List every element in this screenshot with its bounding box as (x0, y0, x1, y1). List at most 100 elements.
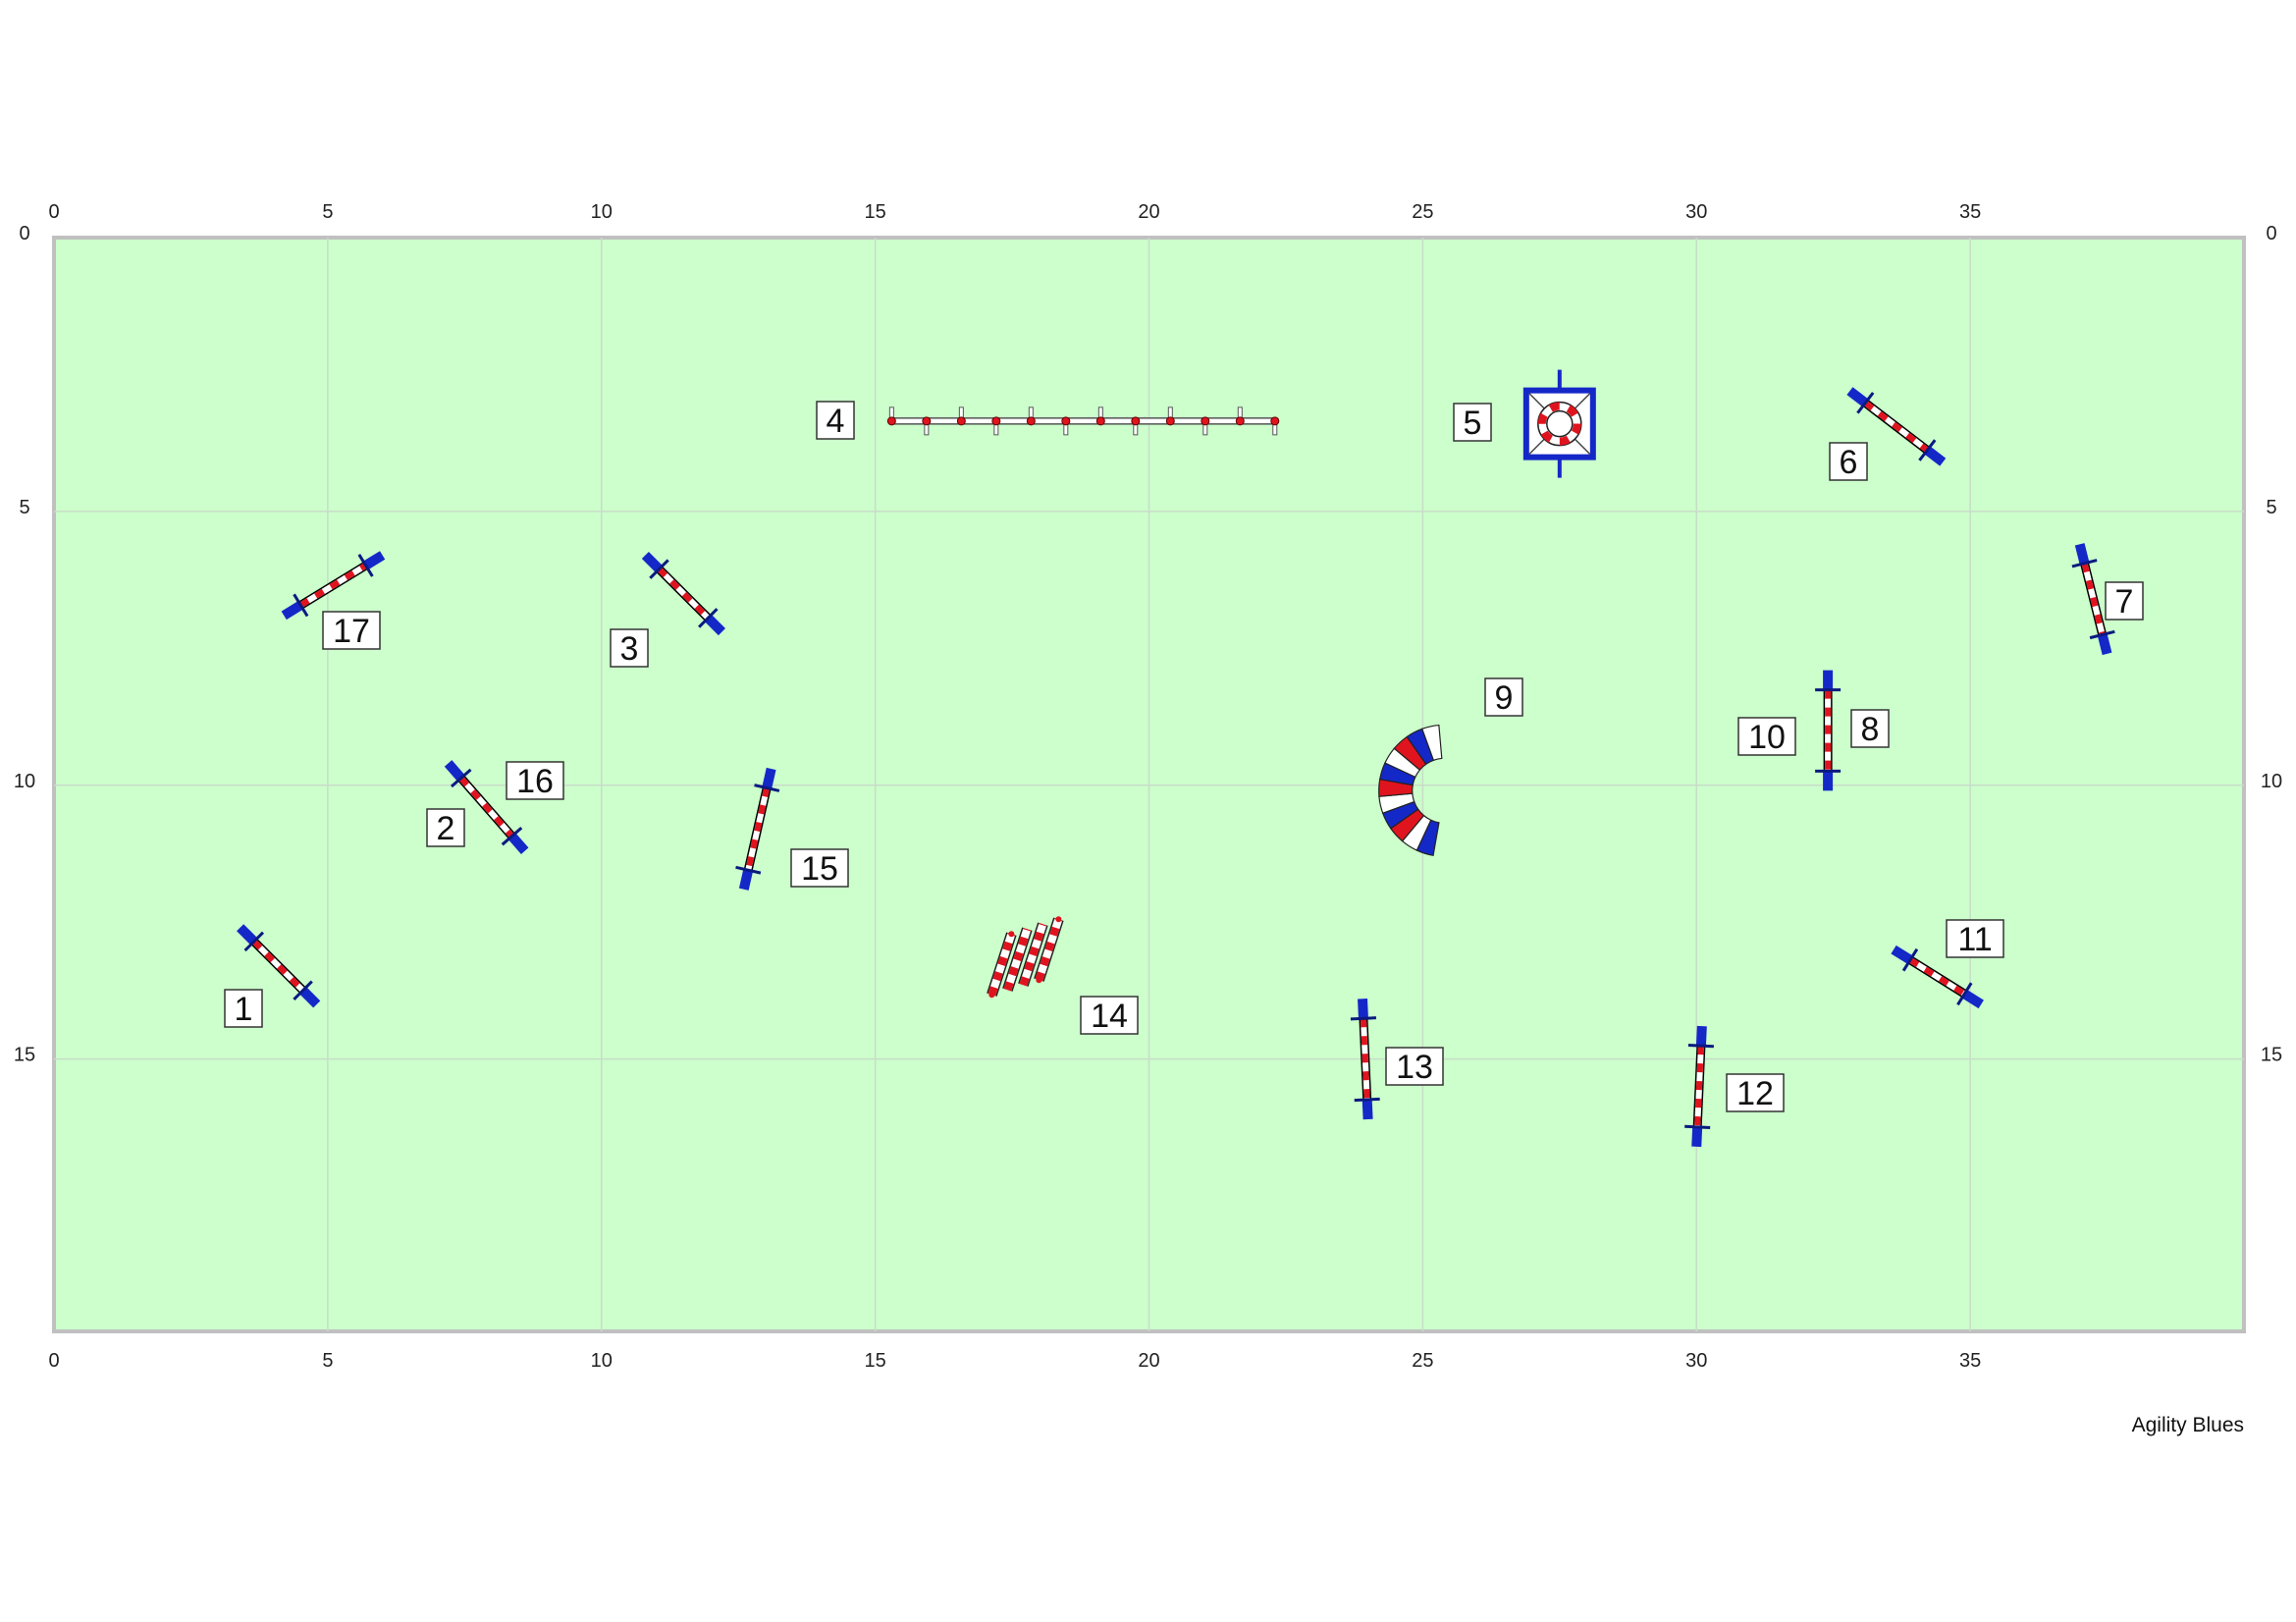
number-box (224, 989, 263, 1028)
jump-bar-stripes (458, 776, 514, 838)
obstacle-number-16: 16 (506, 761, 564, 800)
obstacle-number-12: 12 (1726, 1073, 1785, 1112)
y-tick-label-left: 5 (19, 497, 29, 518)
jump-standard (1354, 1097, 1380, 1103)
tunnel (1378, 724, 1443, 857)
jump-wing (237, 924, 258, 946)
weave-pole (886, 416, 896, 426)
y-tick-label-left: 0 (19, 223, 29, 244)
number-label: 15 (801, 850, 838, 888)
weave-pole (1026, 416, 1036, 426)
broad-board-stripes (1003, 928, 1032, 992)
obstacle-number-7: 7 (2105, 581, 2144, 621)
jump-standard (1856, 392, 1875, 414)
jump-bar-stripes (657, 567, 711, 621)
number-box (322, 611, 381, 650)
number-label: 17 (333, 613, 370, 650)
jump-standard (293, 980, 313, 1000)
broad-jump (987, 916, 1064, 999)
jump-standard (735, 865, 762, 875)
tire-opening (1546, 409, 1574, 438)
tire (1522, 369, 1596, 478)
obstacle-number-8: 8 (1850, 709, 1890, 748)
number-label: 6 (1840, 444, 1858, 481)
obstacle-number-6: 6 (1829, 442, 1868, 481)
jump-bar-stripes (2081, 563, 2106, 636)
number-label: 1 (235, 991, 253, 1028)
jump-standard (649, 559, 669, 579)
jump-standard (1956, 982, 1973, 1006)
number-box (1726, 1073, 1785, 1112)
jump-wing (444, 760, 465, 782)
jump-15 (735, 767, 780, 891)
obstacle-number-4: 4 (816, 401, 855, 440)
jump-wing (2074, 543, 2090, 565)
jump-2 (444, 760, 529, 854)
jump-wing (299, 987, 321, 1008)
jump-12 (1684, 1025, 1714, 1148)
x-tick-label-top: 10 (591, 201, 613, 223)
broad-marker (1036, 977, 1042, 984)
weave-pole (1165, 416, 1175, 426)
jump-standard (501, 826, 523, 846)
weave-poles (886, 406, 1280, 436)
number-label: 9 (1495, 679, 1514, 717)
x-tick-label-top: 30 (1685, 201, 1707, 223)
y-tick-label-left: 15 (14, 1045, 35, 1066)
number-label: 10 (1748, 719, 1786, 756)
jump-wing (1891, 945, 1913, 964)
weave-pole (1235, 416, 1245, 426)
x-tick-label-top: 20 (1138, 201, 1159, 223)
jump-1 (237, 924, 321, 1008)
x-tick-label-bottom: 35 (1959, 1350, 1981, 1372)
number-label: 3 (620, 630, 639, 668)
jump-wing (1846, 387, 1869, 407)
number-label: 4 (827, 403, 845, 440)
jump-standard (1901, 947, 1919, 972)
jump-11 (1891, 945, 1984, 1009)
broad-board-stripes (988, 933, 1016, 997)
weave-base (890, 417, 1276, 425)
obstacle-number-2: 2 (426, 808, 465, 847)
number-box (1946, 919, 2004, 958)
x-tick-label-bottom: 5 (322, 1350, 333, 1372)
number-box (1385, 1047, 1444, 1086)
jump-wing (762, 767, 776, 789)
jump-standard (1684, 1124, 1711, 1129)
x-tick-label-bottom: 10 (591, 1350, 613, 1372)
obstacle-number-1: 1 (224, 989, 263, 1028)
jump-standard (2071, 559, 2098, 568)
number-box (2105, 581, 2144, 621)
jump-standard (1350, 1016, 1376, 1021)
weave-pole (922, 416, 932, 426)
jump-wing (1695, 1025, 1707, 1047)
x-tick-label-top: 5 (322, 201, 333, 223)
x-tick-label-bottom: 25 (1412, 1350, 1433, 1372)
number-box (1484, 677, 1523, 717)
jump-wing (1961, 990, 1984, 1009)
number-box (426, 808, 465, 847)
number-label: 12 (1736, 1075, 1774, 1112)
obstacle-number-11: 11 (1946, 919, 2004, 958)
number-box (816, 401, 855, 440)
number-box (1829, 442, 1868, 481)
jump-8 (1815, 670, 1842, 791)
x-tick-label-top: 15 (865, 201, 886, 223)
grid-lines (54, 238, 2244, 1331)
weave-pole (1095, 416, 1105, 426)
weave-pole (991, 416, 1001, 426)
jump-wing (1691, 1126, 1703, 1148)
jump-standard (1918, 439, 1937, 461)
number-label: 16 (516, 763, 554, 800)
jump-wing (281, 601, 303, 621)
weave-pole (1131, 416, 1141, 426)
jump-17 (281, 551, 386, 621)
jump-wing (704, 614, 725, 636)
jump-standard (2089, 629, 2115, 640)
y-tick-label-right: 10 (2261, 771, 2282, 792)
obstacle-number-15: 15 (790, 848, 849, 888)
obstacle-number-14: 14 (1080, 996, 1139, 1035)
jump-standard (243, 931, 265, 952)
obstacle-number-17: 17 (322, 611, 381, 650)
